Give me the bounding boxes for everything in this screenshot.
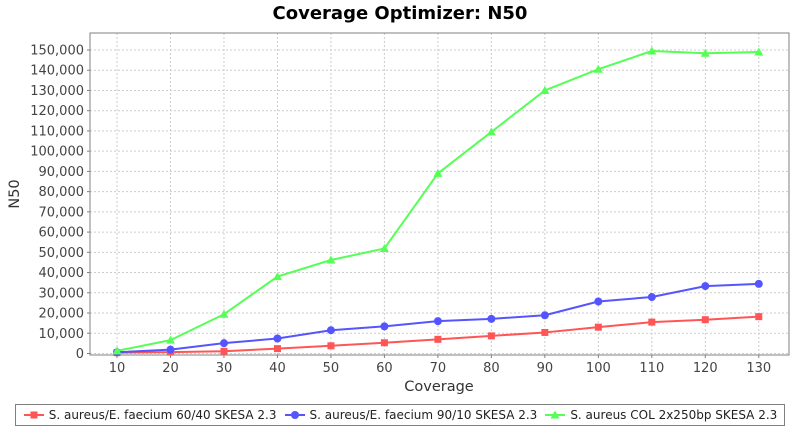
y-tick-label: 140,000 — [30, 64, 84, 79]
x-tick-label: 130 — [746, 361, 771, 376]
y-tick-label: 0 — [76, 347, 84, 362]
data-point-marker — [701, 316, 709, 324]
x-tick-label: 50 — [323, 361, 340, 376]
y-tick-label: 40,000 — [39, 266, 85, 281]
legend-triangle-marker-icon — [545, 410, 566, 419]
data-point-marker — [487, 314, 496, 323]
data-point-marker — [700, 48, 710, 57]
data-point-marker — [327, 342, 335, 350]
gridlines-vertical — [116, 33, 760, 355]
x-axis-title: Coverage — [404, 379, 474, 395]
data-point-marker — [647, 293, 656, 302]
data-point-marker — [112, 346, 122, 355]
series-group — [112, 46, 764, 357]
x-tick-label: 60 — [376, 361, 393, 376]
y-axis-title: N50 — [7, 179, 23, 208]
data-point-marker — [220, 347, 228, 355]
x-tick-label: 10 — [109, 361, 126, 376]
chart-title: Coverage Optimizer: N50 — [272, 3, 528, 24]
legend-box: S. aureus/E. faecium 60/40 SKESA 2.3 S. a… — [15, 404, 785, 426]
y-tick-label: 150,000 — [30, 43, 84, 58]
x-tick-label: 80 — [483, 361, 500, 376]
y-tick-label: 60,000 — [39, 226, 85, 241]
x-tick-label: 110 — [639, 361, 664, 376]
legend-item: S. aureus/E. faecium 60/40 SKESA 2.3 — [23, 408, 277, 422]
legend-glyph — [290, 411, 299, 419]
y-tick-label: 80,000 — [39, 185, 85, 200]
data-point-marker — [326, 326, 335, 335]
y-tick-label: 110,000 — [30, 124, 84, 139]
legend-glyph — [550, 410, 560, 419]
data-point-marker — [594, 297, 603, 306]
series-1 — [113, 279, 763, 357]
x-tick-label: 120 — [693, 361, 718, 376]
data-point-marker — [486, 127, 496, 136]
axis-tick-marks — [87, 49, 760, 358]
gridlines-horizontal — [90, 49, 789, 354]
legend-item-label: S. aureus COL 2x250bp SKESA 2.3 — [570, 408, 778, 422]
data-point-marker — [540, 311, 549, 320]
legend-item: S. aureus/E. faecium 90/10 SKESA 2.3 — [284, 408, 538, 422]
y-tick-label: 120,000 — [30, 104, 84, 119]
data-point-marker — [701, 282, 710, 291]
legend-circle-marker-icon — [284, 411, 305, 419]
x-tick-label: 100 — [586, 361, 611, 376]
y-tick-label: 50,000 — [39, 246, 85, 261]
data-point-marker — [754, 279, 763, 288]
y-tick-label: 30,000 — [39, 286, 85, 301]
x-tick-label: 20 — [162, 361, 179, 376]
x-tick-label: 70 — [430, 361, 447, 376]
data-point-marker — [648, 318, 656, 326]
data-point-marker — [433, 317, 442, 326]
data-point-marker — [647, 46, 657, 55]
data-point-marker — [165, 335, 175, 344]
data-point-marker — [326, 255, 336, 264]
legend-item-label: S. aureus/E. faecium 60/40 SKESA 2.3 — [48, 408, 277, 422]
y-tick-label: 70,000 — [39, 205, 85, 220]
data-point-marker — [272, 272, 282, 281]
data-point-marker — [219, 339, 228, 348]
data-point-marker — [380, 322, 389, 331]
legend-square-marker-icon — [23, 411, 44, 419]
data-point-marker — [166, 345, 175, 354]
y-tick-label: 10,000 — [39, 327, 85, 342]
data-point-marker — [273, 334, 282, 343]
plot-area-border — [89, 32, 790, 356]
data-point-marker — [434, 335, 442, 343]
x-tick-labels: 10 20 30 40 50 60 70 80 90 100 110 120 130 — [109, 361, 771, 376]
y-tick-label: 20,000 — [39, 307, 85, 322]
y-tick-label: 90,000 — [39, 165, 85, 180]
legend-glyph — [30, 411, 38, 419]
x-tick-label: 40 — [269, 361, 286, 376]
x-tick-label: 30 — [216, 361, 233, 376]
data-point-marker — [487, 332, 495, 340]
data-point-marker — [433, 168, 443, 177]
data-point-marker — [540, 85, 550, 94]
data-point-marker — [541, 328, 549, 336]
legend-item-label: S. aureus/E. faecium 90/10 SKESA 2.3 — [309, 408, 538, 422]
data-point-marker — [380, 339, 388, 347]
legend-item: S. aureus COL 2x250bp SKESA 2.3 — [544, 408, 777, 422]
x-tick-label: 90 — [537, 361, 554, 376]
data-point-marker — [755, 313, 763, 321]
y-tick-label: 130,000 — [30, 84, 84, 99]
y-tick-label: 100,000 — [30, 145, 84, 160]
data-point-marker — [379, 243, 389, 252]
data-point-marker — [594, 323, 602, 331]
series-2 — [112, 46, 764, 355]
data-point-marker — [273, 345, 281, 353]
data-point-marker — [754, 47, 764, 56]
y-tick-labels: 0 10,000 20,000 30,000 40,000 50,000 60,000 70,… — [30, 43, 84, 361]
data-point-marker — [593, 64, 603, 73]
data-point-marker — [219, 309, 229, 318]
